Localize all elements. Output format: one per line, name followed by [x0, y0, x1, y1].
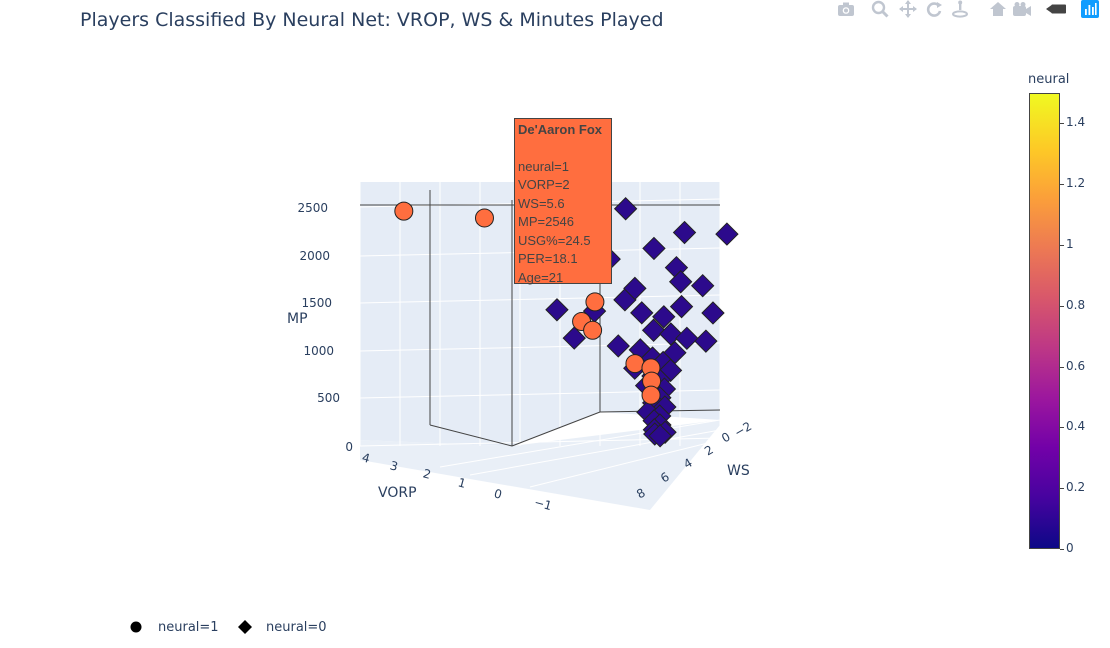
colorbar-tick-label: 0.4 — [1066, 419, 1086, 434]
mp-tick-label: 500 — [317, 391, 340, 405]
colorbar-tickmark — [1060, 488, 1064, 490]
colorbar-tickmark — [1060, 305, 1064, 307]
hover-line: USG%=24.5 — [518, 232, 591, 248]
diamond-marker-neural-0[interactable] — [642, 236, 666, 261]
diamond-marker-neural-0[interactable] — [675, 326, 699, 351]
diamond-marker-neural-0[interactable] — [613, 197, 638, 221]
grid-plane-back — [360, 182, 720, 446]
colorbar-tickmark — [1060, 184, 1064, 186]
diamond-marker-neural-0[interactable] — [694, 329, 718, 353]
grid-line-floor — [439, 419, 721, 468]
diamond-marker-neural-0[interactable] — [715, 222, 739, 246]
legend-label: neural=0 — [266, 619, 327, 635]
mp-tick-label: 1000 — [303, 344, 334, 358]
vorp-tick-label: −1 — [533, 495, 554, 513]
circle-marker-neural-1[interactable] — [583, 320, 603, 340]
diamond-marker-neural-0[interactable] — [641, 318, 666, 342]
diamond-marker-neural-0[interactable] — [545, 298, 569, 322]
colorbar-tick-label: 1.2 — [1066, 176, 1086, 191]
diamond-marker-neural-0[interactable] — [606, 334, 630, 358]
mp-tick-label: 0 — [345, 440, 353, 454]
data-markers — [394, 197, 739, 448]
grid-line-floor — [529, 439, 721, 488]
diamond-marker-neural-0[interactable] — [690, 273, 715, 298]
colorbar-tick-label: 0.6 — [1066, 358, 1086, 373]
camera-icon[interactable] — [836, 0, 856, 18]
hover-line: WS=5.6 — [518, 195, 565, 211]
mp-tick-label: 2500 — [297, 201, 328, 215]
diamond-marker-neural-0[interactable] — [562, 326, 586, 350]
colorbar-tick-label: 0 — [1066, 541, 1074, 555]
diamond-marker-neural-0[interactable] — [672, 220, 697, 245]
vorp-tick-label: 1 — [457, 475, 468, 491]
mp-tick-label: 1500 — [301, 296, 332, 310]
diamond-marker-neural-0[interactable] — [648, 424, 672, 448]
diamond-marker-neural-0[interactable] — [668, 270, 693, 294]
grid-line-floor — [469, 429, 721, 476]
plotly-logo-icon[interactable] — [1080, 0, 1100, 18]
mp-axis-ticks: 0 500 1000 1500 2000 2500 — [297, 201, 353, 454]
mp-axis-title: MP — [287, 311, 308, 327]
colorbar-tickmark — [1060, 366, 1064, 368]
vorp-tick-label: 2 — [422, 466, 433, 482]
hover-line: PER=18.1 — [518, 251, 578, 266]
colorbar-tick-label: 0.8 — [1066, 297, 1086, 312]
circle-marker-neural-1[interactable] — [394, 201, 414, 221]
vorp-axis-title: VORP — [378, 485, 417, 501]
vorp-tick-label: 0 — [493, 486, 504, 502]
ws-axis-title: WS — [727, 463, 750, 479]
reset-last-save-icon[interactable] — [1012, 0, 1032, 18]
hover-line: Age=21 — [518, 269, 564, 285]
colorbar-tick-label: 0.2 — [1066, 480, 1086, 495]
orbit-rotation-icon[interactable] — [924, 0, 944, 18]
ws-tick-label: 2 — [702, 443, 716, 459]
vorp-tick-label: 3 — [389, 458, 400, 474]
colorbar-tickmark — [1060, 123, 1064, 125]
grid-line-mp — [359, 294, 721, 304]
chart-title: Players Classified By Neural Net: VROP, … — [80, 9, 664, 31]
toggle-hover-icon[interactable] — [1046, 0, 1066, 18]
diamond-marker-neural-0[interactable] — [630, 301, 654, 325]
colorbar — [1029, 93, 1060, 549]
grid-plane-floor — [360, 420, 720, 510]
circle-marker-neural-1[interactable] — [641, 385, 661, 405]
hover-tooltip: De'Aaron Fox neural=1 VORP=2 WS=5.6 MP=2… — [514, 118, 612, 285]
colorbar-tick-label: 1 — [1066, 237, 1074, 251]
colorbar-tickmark — [1060, 245, 1064, 246]
colorbar-tick-label: 1.4 — [1066, 115, 1086, 130]
colorbar-title: neural — [1028, 72, 1070, 87]
diamond-marker-neural-0[interactable] — [652, 305, 676, 329]
pan-icon[interactable] — [898, 0, 918, 18]
zoom-icon[interactable] — [870, 0, 890, 18]
colorbar-tickmark — [1060, 549, 1064, 550]
hover-player-name: De'Aaron Fox — [518, 122, 602, 137]
circle-marker-neural-1[interactable] — [585, 292, 605, 312]
diamond-marker-neural-0[interactable] — [669, 294, 694, 319]
circle-symbol-icon — [130, 621, 142, 633]
legend-item-neural-0[interactable]: neural=0 — [236, 617, 327, 637]
hover-line: VORP=2 — [518, 177, 570, 192]
mp-tick-label: 2000 — [299, 249, 330, 263]
diamond-marker-neural-0[interactable] — [701, 301, 725, 325]
legend-item-neural-1[interactable]: neural=1 — [128, 617, 219, 637]
colorbar-tickmark — [1060, 427, 1064, 429]
circle-marker-neural-1[interactable] — [474, 208, 494, 228]
ws-tick-label: −2 — [732, 419, 754, 440]
vorp-tick-label: 4 — [361, 450, 372, 466]
circle-marker-neural-1[interactable] — [625, 354, 645, 374]
hover-line: neural=1 — [518, 158, 569, 174]
diamond-symbol-icon — [238, 620, 252, 634]
turntable-rotation-icon[interactable] — [950, 0, 970, 18]
hover-line: MP=2546 — [518, 214, 575, 229]
diamond-marker-neural-0[interactable] — [623, 276, 647, 301]
legend-label: neural=1 — [158, 619, 219, 635]
grid-line-mp — [359, 342, 721, 352]
vorp-axis-ticks: 4 3 2 1 0 −1 — [361, 450, 554, 513]
ws-tick-label: 0 — [719, 430, 733, 446]
reset-camera-icon[interactable] — [988, 0, 1008, 18]
